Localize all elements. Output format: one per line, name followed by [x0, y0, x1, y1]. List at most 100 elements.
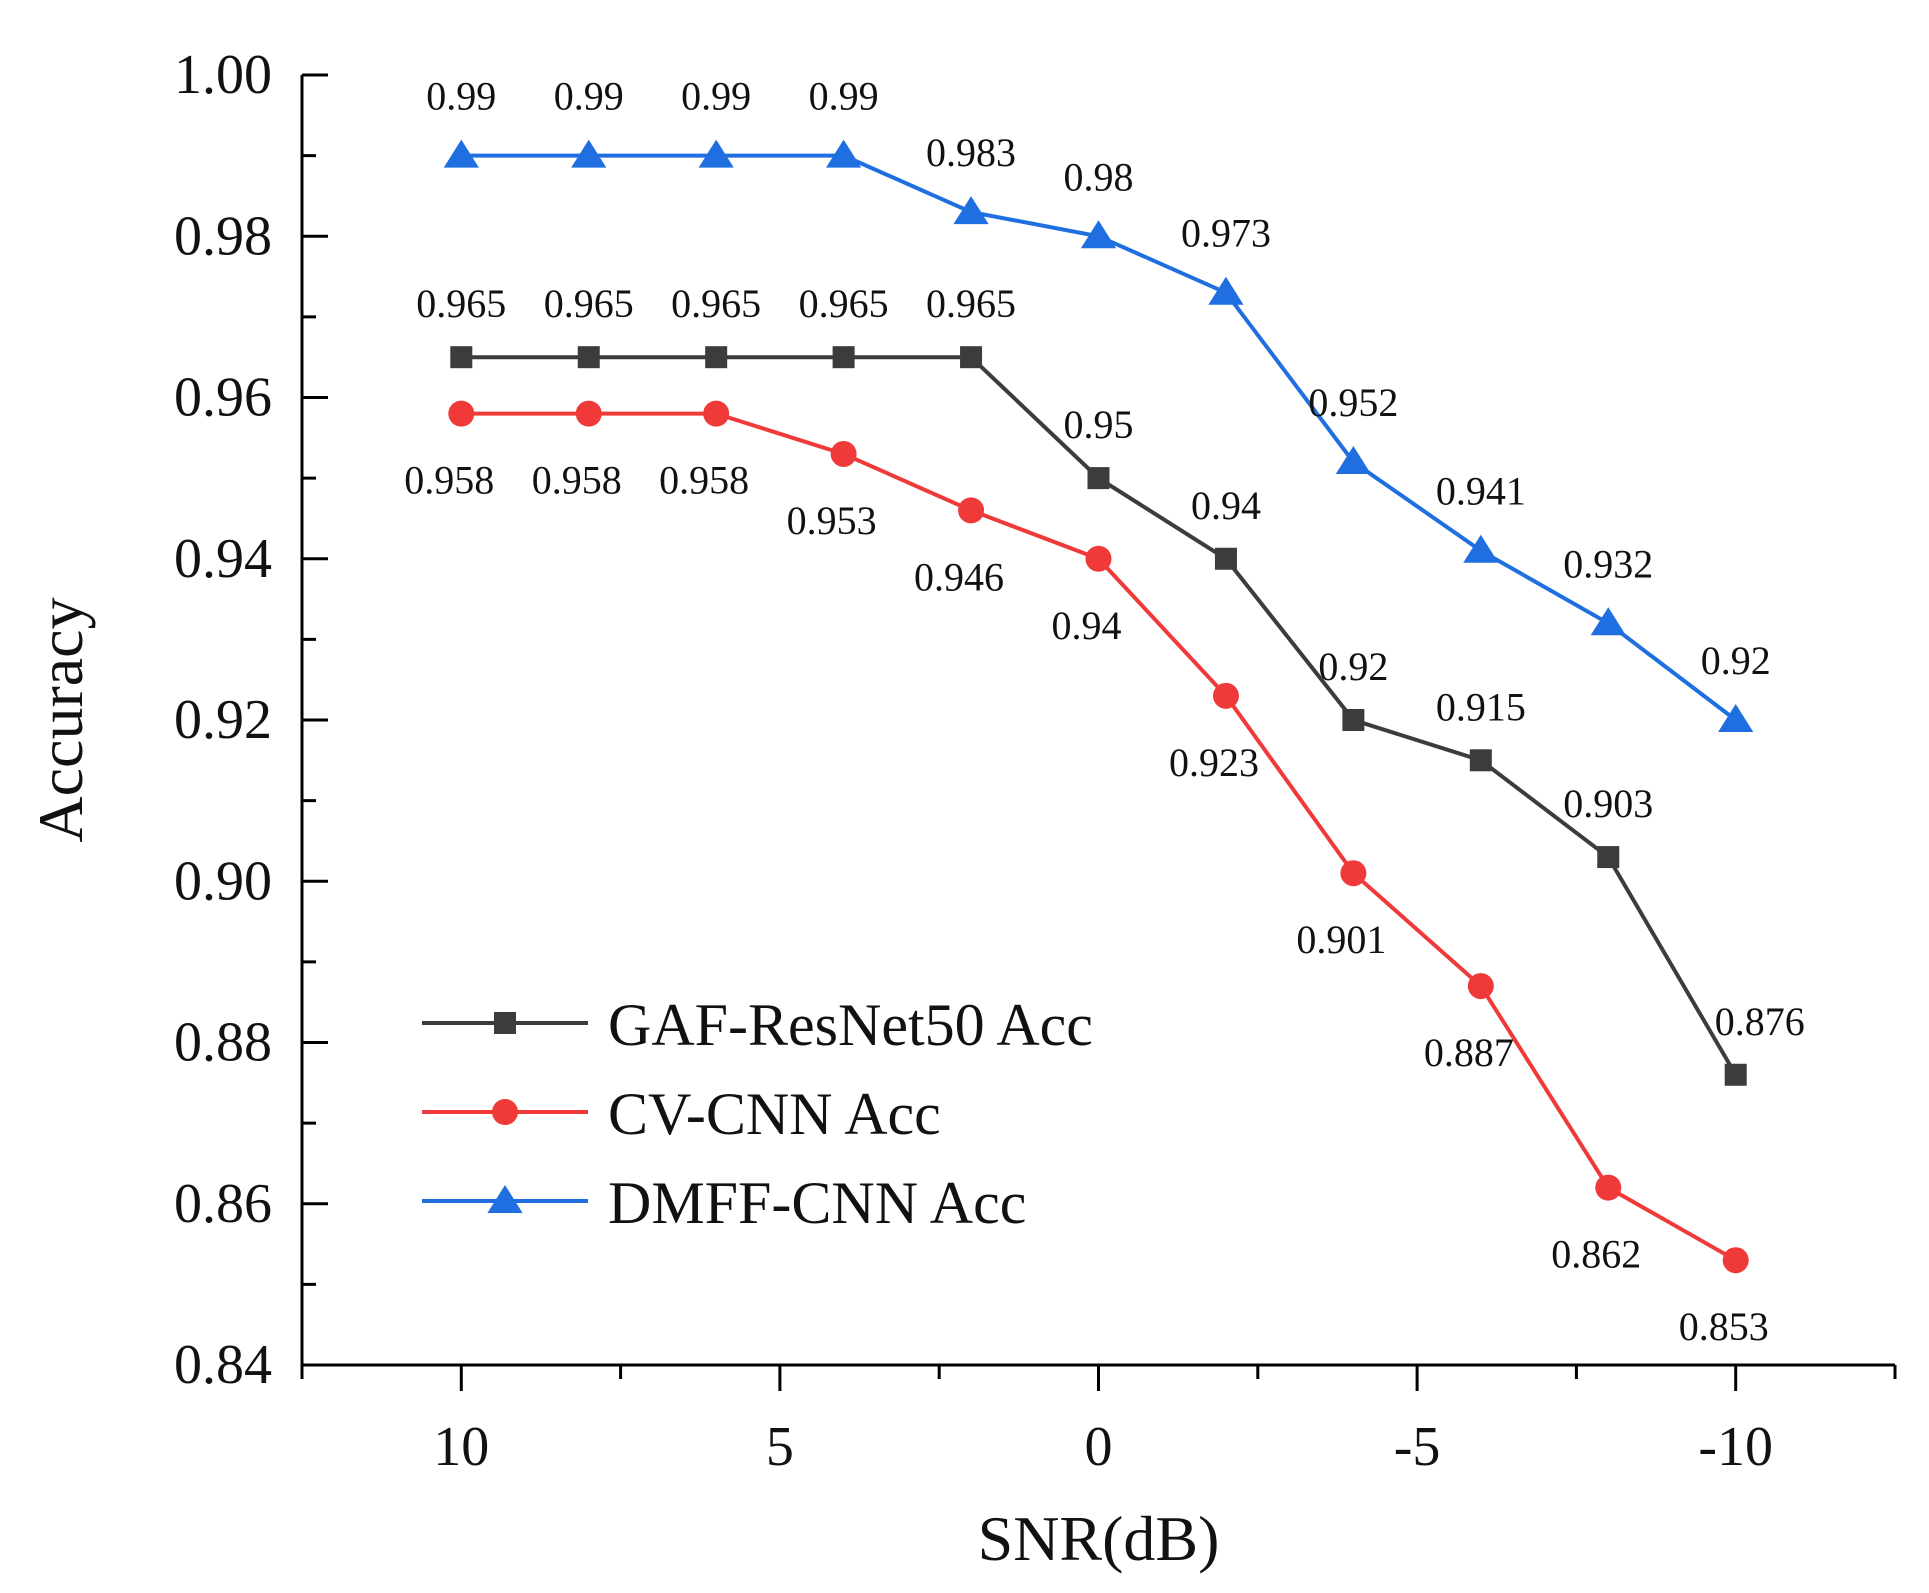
legend-marker: [487, 1185, 523, 1213]
data-point: [698, 139, 734, 168]
x-tick-label: 0: [1085, 1416, 1113, 1478]
y-tick-label: 0.86: [174, 1173, 272, 1235]
data-label: 0.932: [1563, 541, 1653, 586]
data-point: [1718, 704, 1754, 732]
x-tick-label: -10: [1698, 1416, 1773, 1478]
data-point: [1208, 276, 1244, 305]
data-label: 0.99: [554, 74, 624, 119]
data-label: 0.887: [1424, 1030, 1514, 1075]
data-point: [443, 139, 479, 168]
data-label: 0.958: [532, 458, 622, 503]
data-point: [953, 196, 989, 225]
data-label: 0.862: [1551, 1232, 1641, 1277]
data-point: [450, 346, 473, 369]
data-point: [1590, 607, 1626, 636]
y-tick-label: 0.96: [174, 367, 272, 429]
legend-label: GAF-ResNet50 Acc: [608, 992, 1093, 1058]
legend-item: CV-CNN Acc: [422, 1081, 941, 1147]
y-tick-label: 0.88: [174, 1012, 272, 1074]
y-tick-label: 0.94: [174, 528, 272, 590]
data-point: [826, 139, 862, 168]
data-point: [960, 346, 983, 369]
legend-marker: [492, 1099, 518, 1125]
data-point: [448, 400, 475, 427]
data-label: 0.94: [1052, 603, 1122, 648]
y-tick-label: 0.90: [174, 850, 272, 912]
data-point: [1724, 1063, 1747, 1086]
data-label: 0.99: [809, 74, 879, 119]
x-tick-label: 5: [766, 1416, 794, 1478]
data-label: 0.92: [1701, 638, 1771, 683]
data-label: 0.946: [914, 554, 1004, 599]
legend-marker: [494, 1012, 516, 1034]
series-triangle-2: [443, 139, 1754, 732]
data-label: 0.958: [404, 458, 494, 503]
data-point: [1080, 220, 1117, 249]
data-label: 0.901: [1296, 917, 1386, 962]
data-point: [575, 400, 602, 427]
y-tick-label: 0.84: [174, 1334, 272, 1396]
data-label: 0.98: [1064, 154, 1134, 199]
data-point: [1597, 846, 1620, 869]
legend: GAF-ResNet50 Acc CV-CNN Acc DMFF-CNN Acc: [422, 992, 1093, 1236]
x-tick-label: -5: [1394, 1416, 1441, 1478]
data-label: 0.915: [1436, 684, 1526, 729]
data-label: 0.953: [787, 498, 877, 543]
data-label: 0.973: [1181, 211, 1271, 256]
data-label: 0.876: [1715, 999, 1805, 1044]
data-point: [1087, 467, 1110, 490]
series-square-0: [450, 346, 1747, 1086]
legend-label: CV-CNN Acc: [608, 1081, 941, 1147]
series-layer: [443, 139, 1754, 1274]
data-point: [577, 346, 600, 369]
data-label: 0.94: [1191, 483, 1261, 528]
data-label: 0.965: [926, 281, 1016, 326]
data-label: 0.965: [799, 281, 889, 326]
data-label: 0.941: [1436, 469, 1526, 514]
legend-item: GAF-ResNet50 Acc: [422, 992, 1093, 1058]
y-tick-label: 0.98: [174, 205, 272, 267]
data-label: 0.903: [1563, 781, 1653, 826]
series-circle-1: [448, 400, 1749, 1274]
data-point: [1469, 749, 1492, 772]
data-label: 0.965: [544, 281, 634, 326]
data-point: [1342, 709, 1365, 731]
legend-item: DMFF-CNN Acc: [422, 1170, 1026, 1236]
data-point: [958, 497, 985, 524]
data-point: [1085, 545, 1112, 572]
data-point: [1214, 547, 1237, 570]
data-point: [832, 346, 855, 369]
x-axis-title: SNR(dB): [978, 1503, 1220, 1574]
data-labels: 0.965 0.965 0.965 0.965 0.965 0.95 0.94 0.92 0.9…: [404, 74, 1804, 1350]
data-label: 0.99: [681, 74, 751, 119]
data-point: [1340, 860, 1367, 887]
data-label: 0.92: [1318, 644, 1388, 689]
data-label: 0.952: [1308, 380, 1398, 425]
data-point: [1212, 682, 1239, 709]
data-point: [1595, 1174, 1622, 1201]
data-point: [1463, 534, 1499, 563]
y-axis-title: Accuracy: [25, 597, 96, 842]
data-point: [1467, 973, 1494, 1000]
y-tick-label: 1.00: [174, 44, 272, 106]
data-label: 0.965: [671, 281, 761, 326]
axes: 0.84 0.86 0.88 0.90 0.92 0.94 0.96 0.98 1.00 10 5 0…: [174, 44, 1897, 1478]
data-label: 0.853: [1679, 1304, 1769, 1349]
data-point: [571, 139, 607, 168]
data-point: [703, 400, 730, 427]
data-label: 0.958: [659, 458, 749, 503]
data-point: [830, 440, 857, 467]
legend-label: DMFF-CNN Acc: [608, 1170, 1026, 1236]
data-label: 0.95: [1064, 402, 1134, 447]
data-point: [1722, 1247, 1749, 1274]
data-label: 0.923: [1169, 740, 1259, 785]
data-point: [705, 346, 728, 369]
x-tick-label: 10: [433, 1416, 489, 1478]
data-label: 0.965: [416, 281, 506, 326]
series-line: [461, 355, 1738, 1076]
data-point: [1335, 446, 1371, 474]
data-label: 0.99: [426, 74, 496, 119]
y-tick-label: 0.92: [174, 689, 272, 751]
data-label: 0.983: [926, 130, 1016, 175]
